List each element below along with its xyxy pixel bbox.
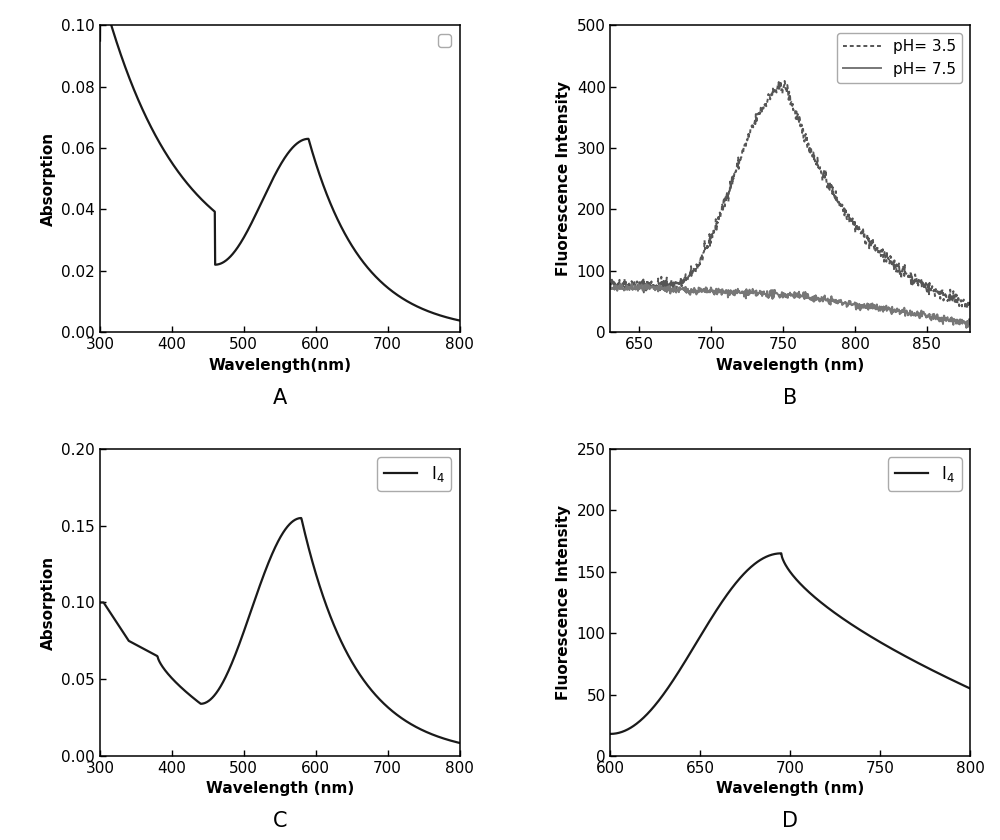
pH= 3.5 (915, 276, 927, 286)
pH= 7.5 (823, 299, 835, 309)
Text: B: B (783, 387, 797, 407)
X-axis label: Wavelength (nm): Wavelength (nm) (206, 781, 354, 796)
X-axis label: Wavelength (nm): Wavelength (nm) (716, 358, 864, 373)
pH= 3.5 (604, 278, 616, 288)
pH= 7.5 (964, 319, 976, 329)
Text: D: D (782, 811, 798, 832)
pH= 7.5 (915, 307, 927, 318)
pH= 3.5 (960, 303, 972, 313)
Legend: pH= 3.5, pH= 7.5: pH= 3.5, pH= 7.5 (837, 33, 962, 82)
pH= 7.5 (960, 323, 972, 333)
X-axis label: Wavelength (nm): Wavelength (nm) (716, 781, 864, 796)
pH= 7.5 (878, 302, 890, 312)
Y-axis label: Fluorescence Intensity: Fluorescence Intensity (556, 81, 571, 276)
pH= 7.5 (626, 279, 638, 289)
pH= 7.5 (814, 297, 826, 307)
Text: A: A (273, 387, 287, 407)
pH= 7.5 (604, 281, 616, 291)
Line: pH= 3.5: pH= 3.5 (610, 81, 970, 308)
Y-axis label: Fluorescence Intensity: Fluorescence Intensity (556, 505, 571, 700)
pH= 3.5 (779, 76, 791, 86)
pH= 3.5 (627, 285, 639, 295)
X-axis label: Wavelength(nm): Wavelength(nm) (208, 358, 351, 373)
Y-axis label: Absorption: Absorption (41, 132, 56, 226)
pH= 3.5 (878, 255, 890, 265)
Legend:  (438, 34, 451, 47)
Legend: $\mathregular{I_4}$: $\mathregular{I_4}$ (377, 457, 451, 491)
pH= 3.5 (964, 300, 976, 310)
Y-axis label: Absorption: Absorption (41, 555, 56, 649)
pH= 3.5 (814, 164, 826, 174)
Text: C: C (273, 811, 287, 832)
pH= 3.5 (823, 182, 835, 192)
Legend: $\mathregular{I_4}$: $\mathregular{I_4}$ (888, 457, 962, 491)
pH= 3.5 (834, 197, 846, 207)
pH= 7.5 (834, 297, 846, 307)
Line: pH= 7.5: pH= 7.5 (610, 284, 970, 328)
pH= 7.5 (627, 284, 639, 294)
